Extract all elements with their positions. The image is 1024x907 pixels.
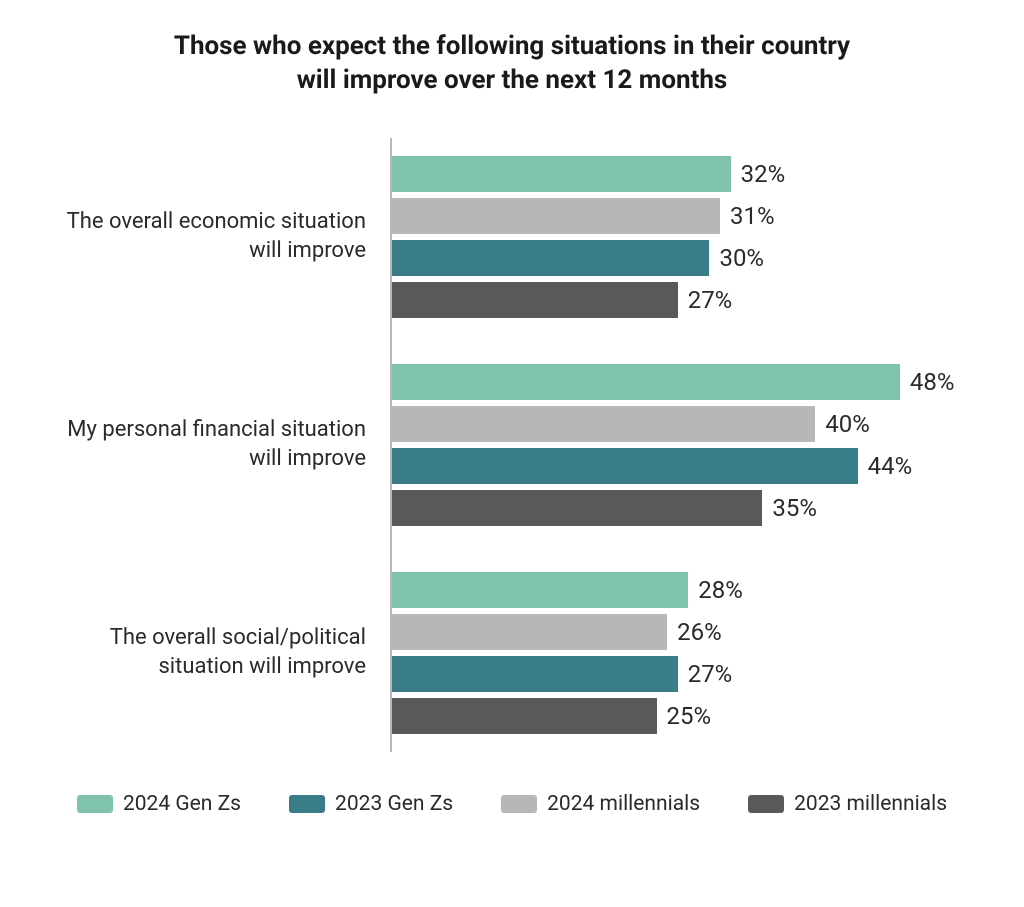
legend-label: 2024 millennials [547, 792, 700, 816]
y-axis-line [390, 138, 392, 752]
bar-genz2023 [392, 448, 858, 484]
bar-group: The overall economic situation will impr… [50, 156, 974, 318]
category-label: The overall social/political situation w… [50, 624, 390, 681]
bar-value: 35% [772, 494, 817, 522]
bar-value: 40% [825, 410, 870, 438]
bar-row: 27% [392, 656, 974, 692]
bar-value: 48% [910, 368, 955, 396]
bar-row: 27% [392, 282, 974, 318]
legend-swatch [501, 795, 537, 813]
legend-label: 2024 Gen Zs [123, 792, 241, 816]
bars-container: 32% 31% 30% 27% [390, 156, 974, 318]
bar-mill2023 [392, 282, 678, 318]
bar-group: The overall social/political situation w… [50, 572, 974, 734]
category-label: My personal financial situation will imp… [50, 416, 390, 473]
legend-swatch [77, 795, 113, 813]
legend-item-genz2024: 2024 Gen Zs [77, 792, 241, 816]
bar-row: 32% [392, 156, 974, 192]
category-label: The overall economic situation will impr… [50, 208, 390, 265]
legend-item-mill2024: 2024 millennials [501, 792, 700, 816]
legend-swatch [748, 795, 784, 813]
legend-item-genz2023: 2023 Gen Zs [289, 792, 453, 816]
bar-value: 27% [688, 660, 733, 688]
bar-genz2023 [392, 656, 678, 692]
legend: 2024 Gen Zs 2023 Gen Zs 2024 millennials 20… [50, 792, 974, 816]
bar-row: 40% [392, 406, 974, 442]
chart-title: Those who expect the following situation… [162, 30, 862, 98]
bar-value: 27% [688, 286, 733, 314]
legend-label: 2023 Gen Zs [335, 792, 453, 816]
bar-row: 31% [392, 198, 974, 234]
bar-row: 35% [392, 490, 974, 526]
bar-value: 26% [677, 618, 722, 646]
bars-container: 48% 40% 44% 35% [390, 364, 974, 526]
bars-container: 28% 26% 27% 25% [390, 572, 974, 734]
bar-groups: The overall economic situation will impr… [50, 138, 974, 752]
chart-body: The overall economic situation will impr… [50, 138, 974, 752]
bar-value: 32% [741, 160, 786, 188]
bar-value: 28% [698, 576, 743, 604]
bar-row: 25% [392, 698, 974, 734]
bar-mill2024 [392, 406, 815, 442]
bar-value: 30% [719, 244, 764, 272]
bar-genz2024 [392, 156, 731, 192]
bar-mill2023 [392, 490, 762, 526]
bar-value: 44% [868, 452, 913, 480]
legend-swatch [289, 795, 325, 813]
bar-mill2024 [392, 614, 667, 650]
bar-value: 25% [667, 702, 712, 730]
bar-row: 26% [392, 614, 974, 650]
bar-row: 28% [392, 572, 974, 608]
bar-genz2024 [392, 364, 900, 400]
bar-genz2024 [392, 572, 688, 608]
bar-group: My personal financial situation will imp… [50, 364, 974, 526]
bar-genz2023 [392, 240, 709, 276]
bar-value: 31% [730, 202, 775, 230]
bar-row: 48% [392, 364, 974, 400]
legend-label: 2023 millennials [794, 792, 947, 816]
bar-row: 44% [392, 448, 974, 484]
bar-mill2023 [392, 698, 657, 734]
bar-mill2024 [392, 198, 720, 234]
bar-row: 30% [392, 240, 974, 276]
legend-item-mill2023: 2023 millennials [748, 792, 947, 816]
